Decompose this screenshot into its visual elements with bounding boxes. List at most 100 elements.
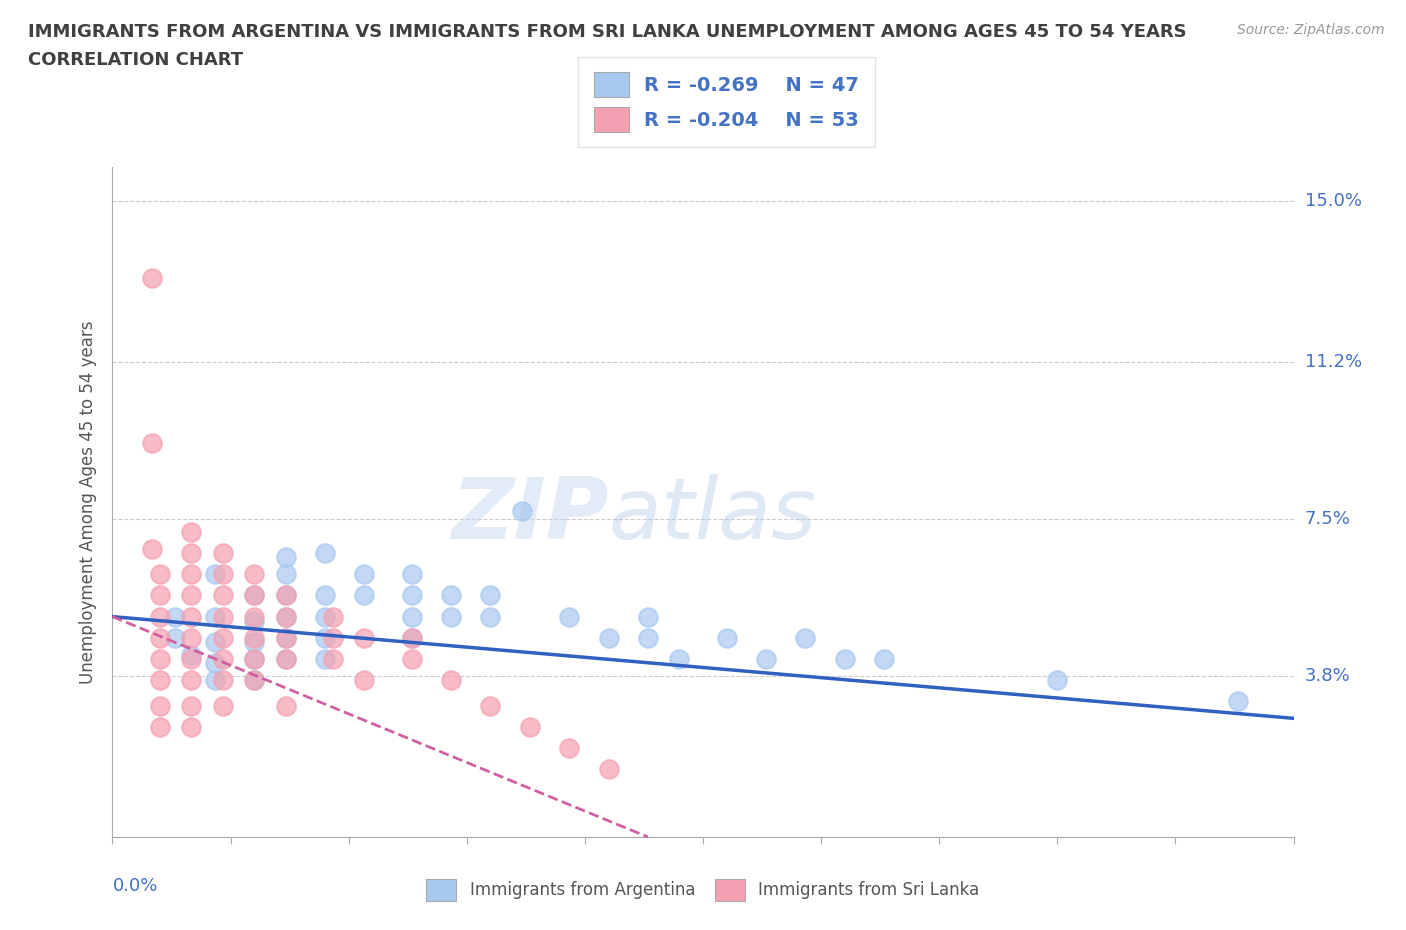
Point xyxy=(165,631,187,645)
Point xyxy=(755,652,778,667)
Point xyxy=(274,550,297,565)
Point xyxy=(353,566,375,581)
Point xyxy=(180,652,202,667)
Text: 0.0%: 0.0% xyxy=(112,877,157,896)
Point xyxy=(149,588,172,603)
Point xyxy=(211,698,233,713)
Point xyxy=(314,631,336,645)
Point xyxy=(274,609,297,624)
Point xyxy=(180,609,202,624)
Point xyxy=(794,631,817,645)
Point xyxy=(479,588,502,603)
Point xyxy=(180,631,202,645)
Point xyxy=(180,720,202,735)
Point xyxy=(274,631,297,645)
Point xyxy=(834,652,856,667)
Point xyxy=(558,740,581,755)
Point xyxy=(141,435,163,450)
Point xyxy=(243,609,266,624)
Point xyxy=(519,720,541,735)
Point xyxy=(479,698,502,713)
Point xyxy=(211,566,233,581)
Text: IMMIGRANTS FROM ARGENTINA VS IMMIGRANTS FROM SRI LANKA UNEMPLOYMENT AMONG AGES 4: IMMIGRANTS FROM ARGENTINA VS IMMIGRANTS … xyxy=(28,23,1187,41)
Point xyxy=(141,541,163,556)
Point xyxy=(149,566,172,581)
Point xyxy=(1227,694,1250,709)
Point xyxy=(180,566,202,581)
Point xyxy=(149,720,172,735)
Point xyxy=(440,609,463,624)
Text: 3.8%: 3.8% xyxy=(1305,667,1350,685)
Point xyxy=(353,588,375,603)
Point xyxy=(401,609,423,624)
Text: atlas: atlas xyxy=(609,474,817,557)
Text: Source: ZipAtlas.com: Source: ZipAtlas.com xyxy=(1237,23,1385,37)
Point xyxy=(243,672,266,687)
Point xyxy=(873,652,896,667)
Point xyxy=(274,588,297,603)
Point xyxy=(204,566,226,581)
Point xyxy=(353,672,375,687)
Point xyxy=(637,631,659,645)
Point xyxy=(322,631,344,645)
Point xyxy=(353,631,375,645)
Point xyxy=(274,609,297,624)
Point xyxy=(180,546,202,561)
Point xyxy=(149,609,172,624)
Point xyxy=(211,631,233,645)
Point xyxy=(243,614,266,629)
Point xyxy=(314,652,336,667)
Point xyxy=(274,652,297,667)
Legend: Immigrants from Argentina, Immigrants from Sri Lanka: Immigrants from Argentina, Immigrants fr… xyxy=(418,870,988,909)
Point xyxy=(165,609,187,624)
Point xyxy=(440,588,463,603)
Point xyxy=(243,652,266,667)
Point xyxy=(401,631,423,645)
Point xyxy=(180,647,202,662)
Point xyxy=(180,525,202,539)
Point xyxy=(637,609,659,624)
Point xyxy=(211,652,233,667)
Point xyxy=(243,588,266,603)
Point xyxy=(598,762,620,777)
Point xyxy=(211,609,233,624)
Point xyxy=(180,588,202,603)
Point xyxy=(274,588,297,603)
Point xyxy=(180,672,202,687)
Point xyxy=(598,631,620,645)
Point xyxy=(243,652,266,667)
Point xyxy=(401,566,423,581)
Point xyxy=(314,609,336,624)
Point xyxy=(668,652,690,667)
Point xyxy=(204,656,226,671)
Point xyxy=(314,588,336,603)
Point xyxy=(180,698,202,713)
Point xyxy=(243,631,266,645)
Point xyxy=(479,609,502,624)
Point xyxy=(149,652,172,667)
Text: ZIP: ZIP xyxy=(451,474,609,557)
Point xyxy=(401,631,423,645)
Point xyxy=(401,652,423,667)
Point xyxy=(243,634,266,649)
Point xyxy=(314,546,336,561)
Point xyxy=(243,566,266,581)
Text: 15.0%: 15.0% xyxy=(1305,193,1361,210)
Point xyxy=(274,698,297,713)
Point xyxy=(401,588,423,603)
Y-axis label: Unemployment Among Ages 45 to 54 years: Unemployment Among Ages 45 to 54 years xyxy=(79,321,97,684)
Point xyxy=(322,652,344,667)
Point xyxy=(243,588,266,603)
Point xyxy=(510,503,533,518)
Point xyxy=(716,631,738,645)
Point xyxy=(274,631,297,645)
Point xyxy=(274,566,297,581)
Text: 7.5%: 7.5% xyxy=(1305,511,1351,528)
Point xyxy=(204,672,226,687)
Point xyxy=(141,270,163,285)
Point xyxy=(211,588,233,603)
Point xyxy=(558,609,581,624)
Point xyxy=(1046,672,1069,687)
Point xyxy=(149,672,172,687)
Point xyxy=(149,631,172,645)
